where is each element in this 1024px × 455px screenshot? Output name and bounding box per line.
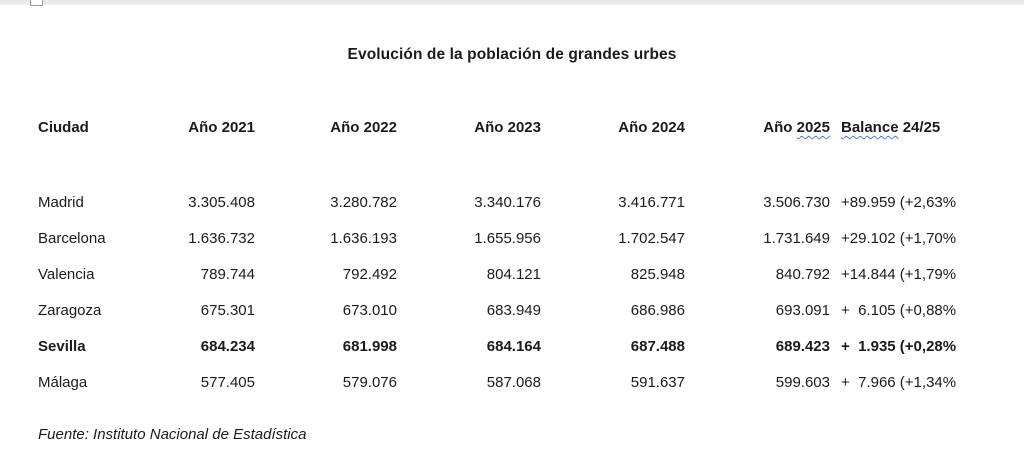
city-cell: Málaga [38,373,88,391]
source-note: Fuente: Instituto Nacional de Estadístic… [38,426,307,443]
value-cell-2025: 689.423 [775,337,830,355]
table-row-sevilla: Sevilla 684.234 681.998 684.164 687.488 … [38,328,1024,364]
ano-2025-prefix: Año [763,119,797,136]
value-cell-2021: 675.301 [200,301,255,319]
balance-suffix: 24/25 [898,119,941,136]
value-cell-2023: 804.121 [486,265,541,283]
balance-cell: + 7.966 (+1,34% [841,373,957,391]
column-header-ano-2022: Año 2022 [330,119,397,136]
value-cell-2024: 591.637 [630,373,685,391]
balance-cell: + 6.105 (+0,88% [841,301,957,319]
value-cell-2021: 577.405 [200,373,255,391]
window-chrome-strip [0,0,1024,6]
city-cell: Madrid [38,193,84,211]
value-cell-2025: 840.792 [775,265,830,283]
value-cell-2025: 599.603 [775,373,830,391]
balance-cell: + 1.935 (+0,28% [841,337,957,355]
table-row-valencia: Valencia 789.744 792.492 804.121 825.948… [38,256,1024,292]
value-cell-2022: 1.636.193 [330,229,397,247]
column-header-ano-2024: Año 2024 [618,119,685,136]
ano-2025-number-spellcheck: 2025 [796,119,830,136]
city-cell: Barcelona [38,229,106,247]
value-cell-2024: 1.702.547 [618,229,685,247]
city-cell: Zaragoza [38,301,102,319]
value-cell-2023: 587.068 [486,373,541,391]
column-header-ano-2025: Año 2025 [685,119,830,136]
value-cell-2022: 3.280.782 [330,193,397,211]
value-cell-2023: 1.655.956 [474,229,541,247]
value-cell-2023: 684.164 [486,337,541,355]
city-cell: Sevilla [38,337,86,355]
city-cell: Valencia [38,265,95,283]
table-row-madrid: Madrid 3.305.408 3.280.782 3.340.176 3.4… [38,184,1024,220]
value-cell-2022: 792.492 [342,265,397,283]
value-cell-2024: 3.416.771 [618,193,685,211]
column-header-ciudad: Ciudad [38,119,89,136]
document-page: Evolución de la población de grandes urb… [0,46,1024,443]
value-cell-2021: 1.636.732 [188,229,255,247]
column-header-ano-2021: Año 2021 [188,119,255,136]
value-cell-2021: 3.305.408 [188,193,255,211]
balance-cell: +29.102 (+1,70% [841,229,957,247]
balance-cell: +89.959 (+2,63% [841,193,957,211]
balance-word-spellcheck: Balance [841,119,899,136]
value-cell-2025: 1.731.649 [763,229,830,247]
table-body: Madrid 3.305.408 3.280.782 3.340.176 3.4… [38,184,1024,400]
value-cell-2023: 3.340.176 [474,193,541,211]
value-cell-2025: 693.091 [775,301,830,319]
value-cell-2021: 789.744 [200,265,255,283]
table-row-barcelona: Barcelona 1.636.732 1.636.193 1.655.956 … [38,220,1024,256]
balance-cell: +14.844 (+1,79% [841,265,957,283]
table-header-row: Ciudad Año 2021 Año 2022 Año 2023 Año 20… [38,110,1024,145]
column-header-balance: Balance 24/25 [830,119,1024,136]
window-chrome-box [30,0,43,6]
document-title: Evolución de la población de grandes urb… [347,46,677,63]
value-cell-2024: 825.948 [630,265,685,283]
population-table: Ciudad Año 2021 Año 2022 Año 2023 Año 20… [38,110,1024,400]
column-header-ano-2023: Año 2023 [474,119,541,136]
value-cell-2022: 579.076 [342,373,397,391]
value-cell-2022: 673.010 [342,301,397,319]
value-cell-2021: 684.234 [200,337,255,355]
value-cell-2022: 681.998 [342,337,397,355]
table-row-zaragoza: Zaragoza 675.301 673.010 683.949 686.986… [38,292,1024,328]
value-cell-2025: 3.506.730 [763,193,830,211]
table-row-malaga: Málaga 577.405 579.076 587.068 591.637 5… [38,364,1024,400]
value-cell-2023: 683.949 [486,301,541,319]
value-cell-2024: 687.488 [630,337,685,355]
value-cell-2024: 686.986 [630,301,685,319]
